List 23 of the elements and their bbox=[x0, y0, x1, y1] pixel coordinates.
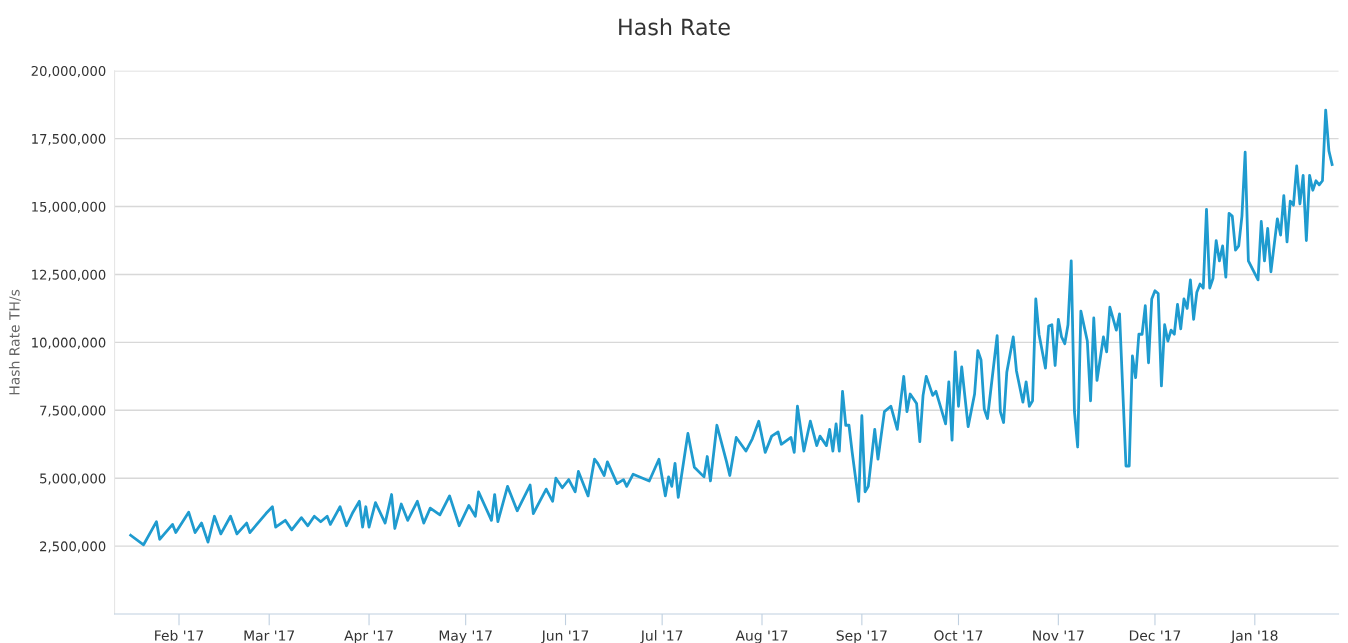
x-tick-label: Nov '17 bbox=[1033, 630, 1084, 641]
y-tick-label: 10,000,000 bbox=[32, 337, 106, 349]
y-tick-label: 2,500,000 bbox=[40, 541, 106, 553]
x-tick-label: Mar '17 bbox=[244, 630, 295, 641]
y-tick-label: 5,000,000 bbox=[40, 473, 106, 485]
y-tick-label: 17,500,000 bbox=[32, 133, 106, 146]
x-tick-label: Jan '18 bbox=[1230, 630, 1278, 643]
x-tick-label: Jun '17 bbox=[541, 630, 589, 643]
x-tick-label: Oct '17 bbox=[934, 630, 983, 641]
line-series bbox=[129, 108, 1334, 547]
y-axis-title: Hash Rate TH/s bbox=[8, 289, 21, 395]
y-tick-label: 7,500,000 bbox=[40, 405, 106, 417]
x-tick-label: Jul '17 bbox=[640, 630, 683, 643]
y-tick-label: 15,000,000 bbox=[32, 201, 106, 214]
chart-title: Hash Rate bbox=[619, 18, 730, 36]
x-tick-label: Apr '17 bbox=[344, 630, 393, 643]
y-tick-label: 12,500,000 bbox=[32, 269, 106, 282]
x-tick-label: Sep '17 bbox=[836, 630, 887, 643]
x-tick-label: May '17 bbox=[439, 630, 492, 643]
x-tick-label: Feb '17 bbox=[155, 630, 204, 641]
x-tick-label: Dec '17 bbox=[1129, 630, 1181, 641]
y-tick-label: 20,000,000 bbox=[31, 65, 106, 78]
x-tick-label: Aug '17 bbox=[735, 630, 788, 643]
